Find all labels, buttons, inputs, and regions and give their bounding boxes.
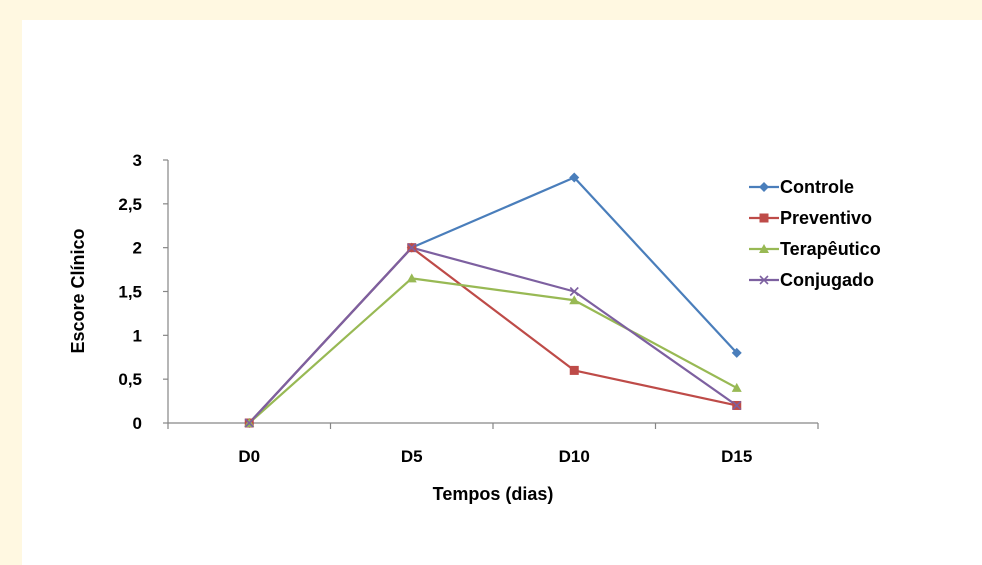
data-point-terapeutico — [569, 295, 580, 305]
series-line-controle — [248, 176, 738, 424]
data-point-controle — [569, 172, 580, 183]
x-marker-stroke — [407, 243, 417, 253]
data-point-conjugado — [244, 418, 254, 428]
legend-label: Controle — [780, 177, 854, 197]
x-marker-stroke — [759, 275, 769, 285]
y-tick-label: 1 — [133, 326, 142, 345]
x-tick-label: D10 — [559, 447, 590, 466]
data-point-conjugado — [407, 243, 417, 253]
legend-label: Preventivo — [780, 208, 872, 228]
data-point-controle — [731, 347, 742, 358]
x-tick-label: D5 — [401, 447, 423, 466]
x-marker-stroke — [244, 418, 254, 428]
series-line-terapeutico — [248, 277, 738, 424]
x-axis-title: Tempos (dias) — [433, 484, 554, 504]
series-markers — [244, 172, 742, 428]
legend-item-terapeutico: Terapêutico — [749, 239, 881, 259]
x-tick-label: D0 — [238, 447, 260, 466]
data-point-terapeutico — [731, 382, 742, 392]
legend: Controle Preventivo Terapêutico Conjugado — [749, 177, 881, 290]
x-marker-stroke — [732, 400, 742, 411]
legend-label: Conjugado — [780, 270, 874, 290]
x-tick-label: D15 — [721, 447, 752, 466]
y-tick-label: 0,5 — [118, 370, 142, 389]
x-marker-stroke — [569, 286, 579, 297]
y-tick-label: 2 — [133, 239, 142, 258]
legend-item-controle: Controle — [749, 177, 854, 197]
data-point-terapeutico — [406, 273, 417, 283]
series-line-conjugado — [248, 246, 738, 424]
legend-item-conjugado: Conjugado — [749, 270, 874, 290]
legend-item-preventivo: Preventivo — [749, 208, 872, 228]
legend-marker — [759, 182, 769, 192]
y-tick-labels: 0 0,5 1 1,5 2 2,5 3 — [118, 151, 142, 433]
legend-marker — [759, 213, 769, 223]
data-point-conjugado — [569, 286, 579, 297]
y-tick-label: 1,5 — [118, 283, 142, 302]
x-tick-labels: D0 D5 D10 D15 — [238, 447, 752, 466]
legend-marker — [759, 275, 769, 285]
data-point-conjugado — [732, 400, 742, 411]
chart-panel — [22, 20, 982, 565]
axes — [163, 159, 819, 429]
y-tick-label: 0 — [133, 414, 142, 433]
y-tick-label: 2,5 — [118, 195, 142, 214]
series-lines — [248, 176, 738, 424]
data-point-preventivo — [569, 365, 579, 375]
legend-marker — [759, 244, 769, 253]
y-tick-label: 3 — [133, 151, 142, 170]
y-axis-title: Escore Clínico — [68, 228, 88, 353]
legend-label: Terapêutico — [780, 239, 881, 259]
